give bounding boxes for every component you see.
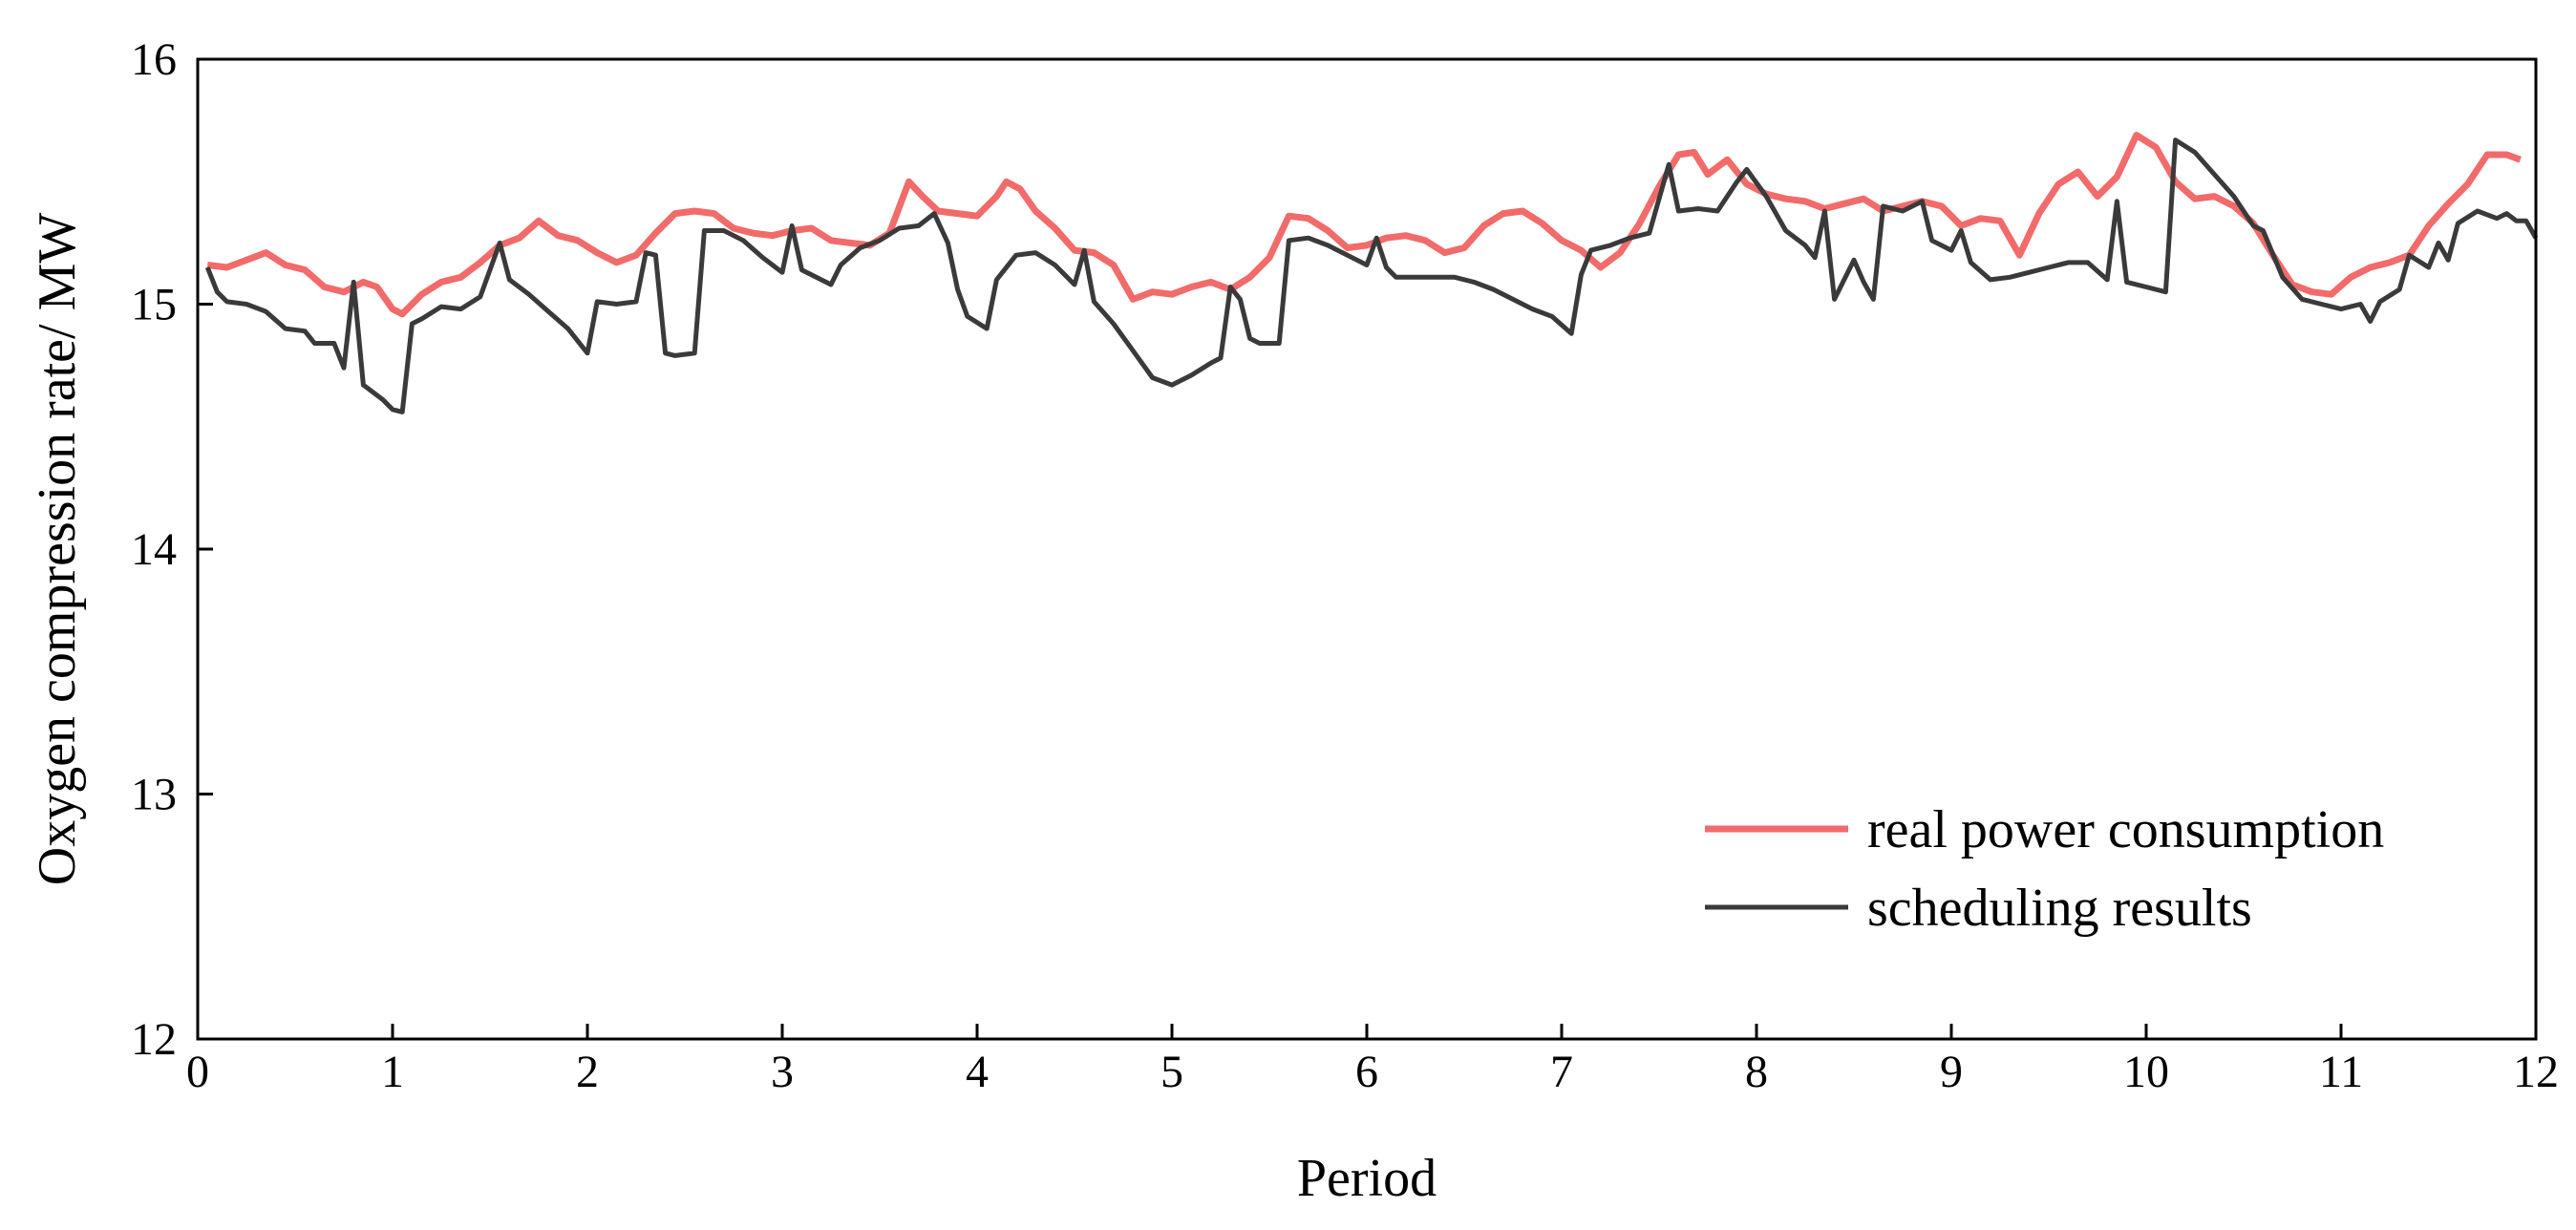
x-tick-label: 9 <box>1940 1047 1963 1097</box>
x-tick-label: 7 <box>1550 1047 1573 1097</box>
series-line-scheduling <box>204 138 2539 414</box>
x-tick-label: 8 <box>1745 1047 1768 1097</box>
x-tick-label: 11 <box>2319 1047 2363 1097</box>
x-tick-label: 5 <box>1160 1047 1183 1097</box>
x-tick-label: 1 <box>381 1047 404 1097</box>
legend-label-scheduling: scheduling results <box>1867 879 2252 938</box>
y-tick-label: 15 <box>131 280 177 330</box>
x-tick-label: 10 <box>2123 1047 2169 1097</box>
legend-label-real-power: real power consumption <box>1867 800 2384 859</box>
y-tick-label: 14 <box>131 524 177 575</box>
y-tick-label: 12 <box>131 1014 177 1065</box>
legend: real power consumption scheduling result… <box>1705 800 2384 938</box>
x-tick-label: 12 <box>2513 1047 2559 1097</box>
series-line-real-power <box>206 132 2522 318</box>
y-axis-title: Oxygen compression rate/ MW <box>28 213 87 886</box>
x-tick-label: 0 <box>186 1047 209 1097</box>
y-tick-label: 16 <box>131 34 177 85</box>
axis-ticks <box>196 57 2538 1041</box>
x-tick-label: 4 <box>966 1047 989 1097</box>
y-tick-label: 13 <box>131 770 177 820</box>
x-axis-title: Period <box>1297 1149 1437 1208</box>
x-tick-label: 3 <box>771 1047 794 1097</box>
x-tick-label: 2 <box>576 1047 599 1097</box>
x-tick-label: 6 <box>1355 1047 1378 1097</box>
series-lines <box>204 132 2539 414</box>
